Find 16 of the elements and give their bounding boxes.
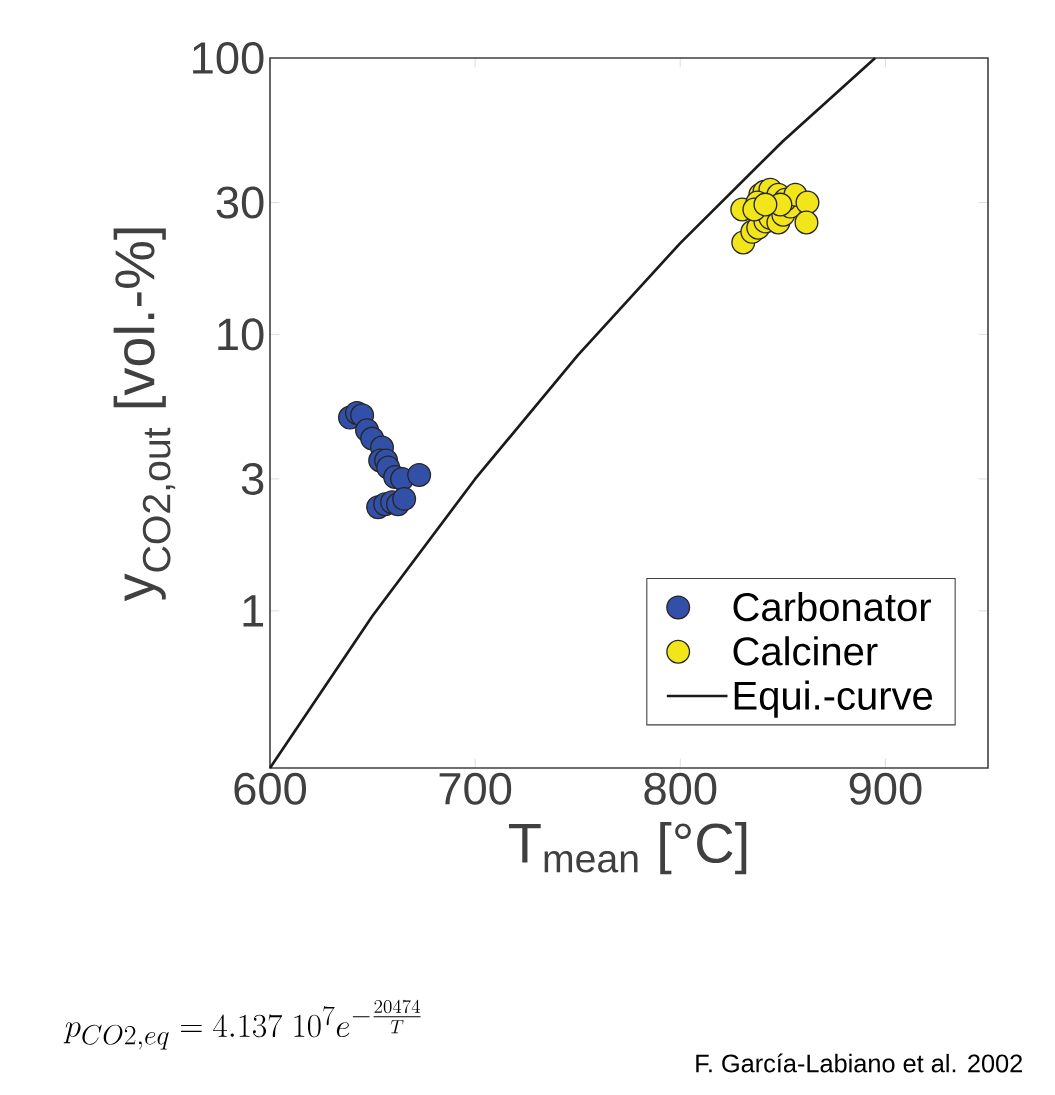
x-tick-label: 900 <box>849 772 922 805</box>
y-tick-label: 100 <box>193 41 264 75</box>
text: $p_{CO2,eq} = 4.137\;10^{7} e^{-\frac{20474}{T}}$ <box>63 999 421 1050</box>
x-tick-label: 800 <box>644 772 717 805</box>
y-tick-label: 30 <box>216 186 264 219</box>
x-tick-label: 700 <box>439 772 512 805</box>
text: F. García-Labiano et al. 2002 <box>696 1053 1022 1073</box>
x-axis-title: T$_{mean}$ [°C] <box>509 821 747 875</box>
y-tick-label: 1 <box>243 595 264 627</box>
legend-label: Equi.-curve <box>734 680 933 718</box>
y-tick-label: 3 <box>241 462 264 495</box>
x-tick-label: 600 <box>234 772 307 805</box>
legend-label: Carbonator <box>733 591 931 622</box>
legend-label: Calciner <box>733 636 878 666</box>
y-axis-title: y$_{CO2,out}$ [vol.-%] <box>113 228 176 602</box>
y-tick-label: 10 <box>218 318 264 351</box>
